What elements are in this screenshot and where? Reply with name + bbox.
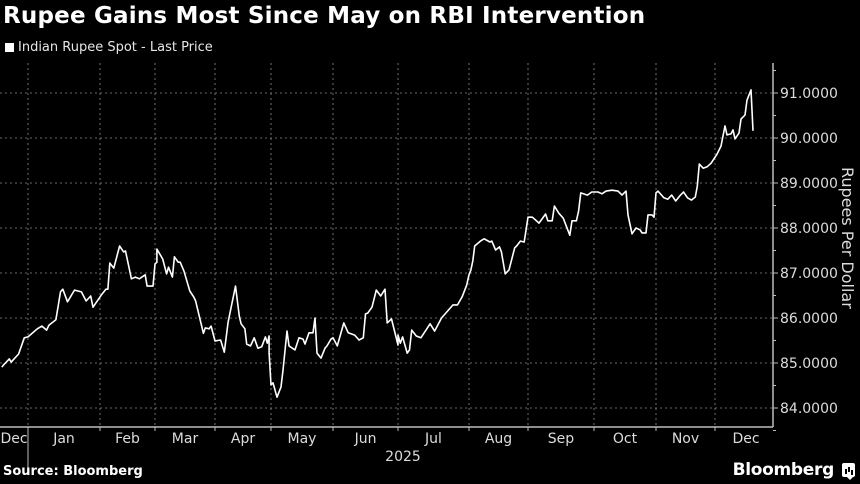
y-tick-label: 86.0000 (780, 311, 838, 327)
bloomberg-chart-icon (842, 463, 855, 480)
year-label: 2025 (385, 449, 421, 465)
x-tick-label: Nov (672, 431, 699, 447)
y-tick-label: 84.0000 (780, 401, 838, 417)
source-note: Source: Bloomberg (3, 464, 143, 479)
bloomberg-logo: Bloomberg (732, 460, 835, 480)
y-tick-labels: 84.0000 85.0000 86.0000 87.0000 88.0000 89.00… (780, 86, 838, 417)
x-tick-labels: Dec Jan Feb Mar Apr May Jun Jul Aug Sep Oct Nov Dec 2… (0, 431, 759, 465)
y-tick-label: 85.0000 (780, 356, 838, 372)
x-tick-label: Apr (231, 431, 255, 447)
x-tick-label: Dec (732, 431, 759, 447)
chart-title: Rupee Gains Most Since May on RBI Interv… (3, 3, 646, 29)
x-tick-label: Dec (0, 431, 27, 447)
legend-label: Indian Rupee Spot - Last Price (18, 40, 213, 55)
x-tick-label: Aug (485, 431, 512, 447)
x-tick-label: May (288, 431, 317, 447)
grid-lines (0, 63, 773, 427)
y-tick-label: 88.0000 (780, 221, 838, 237)
x-tick-label: Jun (354, 431, 377, 447)
x-tick-label: Oct (613, 431, 638, 447)
x-tick-label: Mar (172, 431, 199, 447)
y-tick-label: 91.0000 (780, 86, 838, 102)
axes (0, 63, 778, 470)
price-line (1, 89, 754, 399)
x-tick-label: Feb (115, 431, 140, 447)
y-tick-label: 89.0000 (780, 176, 838, 192)
x-tick-label: Jan (52, 431, 75, 447)
legend: Indian Rupee Spot - Last Price (5, 40, 213, 55)
y-tick-label: 87.0000 (780, 266, 838, 282)
x-tick-label: Sep (548, 431, 575, 447)
legend-swatch-icon (5, 43, 14, 52)
y-axis-label: Rupees Per Dollar (838, 167, 857, 309)
y-tick-label: 90.0000 (780, 131, 838, 147)
x-tick-label: Jul (424, 431, 442, 447)
